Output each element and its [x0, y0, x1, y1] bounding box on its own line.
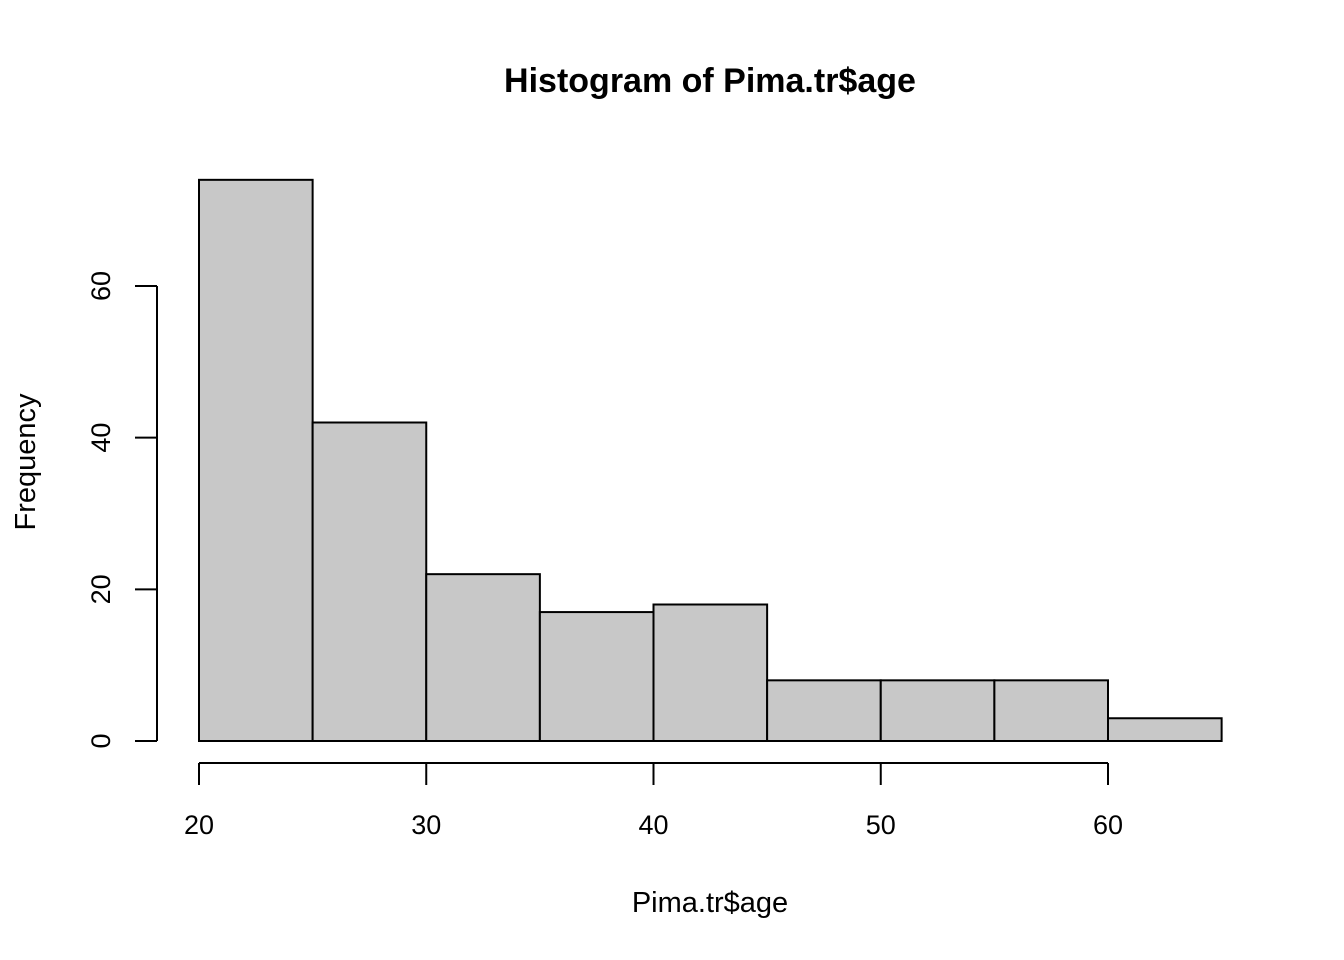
x-tick-label: 60	[1093, 810, 1123, 840]
x-tick-label: 30	[411, 810, 441, 840]
chart-title: Histogram of Pima.tr$age	[504, 62, 916, 100]
y-tick-label: 20	[86, 574, 116, 604]
x-axis: 20 30 40 50 60	[184, 762, 1123, 840]
histogram-bar	[311, 421, 428, 742]
y-tick-label: 60	[86, 271, 116, 301]
histogram-bar	[652, 603, 769, 742]
y-tick-label: 40	[86, 423, 116, 453]
y-tick-label: 0	[86, 733, 116, 748]
histogram-bar	[538, 611, 655, 742]
x-tick-label: 50	[866, 810, 896, 840]
histogram-bar	[425, 573, 541, 743]
histogram-bar	[1107, 717, 1223, 742]
x-tick-label: 20	[184, 810, 214, 840]
histogram-bar	[198, 178, 314, 743]
y-axis: 0 20 40 60	[86, 271, 158, 749]
histogram-bar	[766, 679, 882, 742]
histogram-bar	[879, 679, 996, 742]
histogram-bar	[993, 679, 1109, 742]
x-tick-label: 40	[638, 810, 668, 840]
x-axis-label: Pima.tr$age	[632, 887, 788, 919]
y-axis-label: Frequency	[10, 393, 42, 531]
